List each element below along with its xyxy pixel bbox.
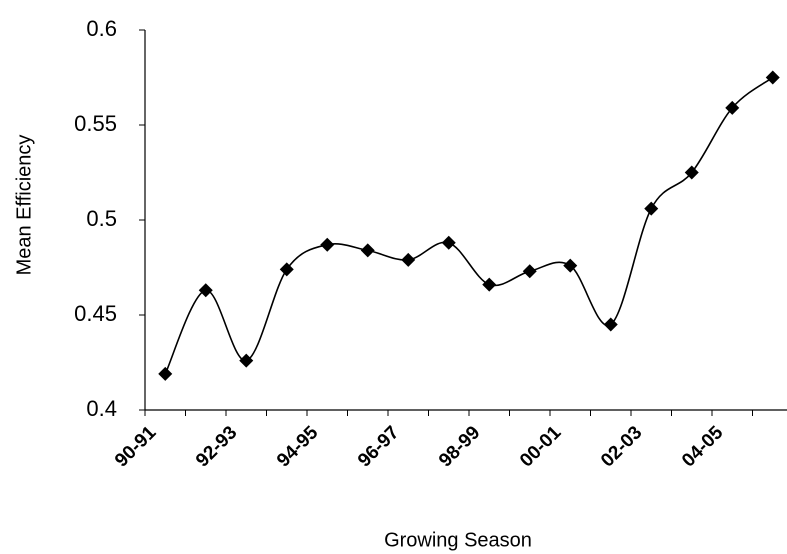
data-point <box>603 317 618 332</box>
data-point <box>158 366 173 381</box>
data-point <box>198 283 213 298</box>
x-tick-label: 96-97 <box>354 422 403 471</box>
data-point <box>563 258 578 273</box>
data-point <box>320 237 335 252</box>
x-tick-label: 94-95 <box>273 422 323 472</box>
y-tick-label: 0.5 <box>86 206 117 231</box>
data-point <box>765 70 780 85</box>
x-tick-label: 00-01 <box>516 422 566 472</box>
x-axis-title: Growing Season <box>384 529 532 551</box>
data-point <box>482 277 497 292</box>
y-tick-label: 0.55 <box>74 111 117 136</box>
x-tick-label: 90-91 <box>111 422 161 472</box>
y-tick-label: 0.45 <box>74 301 117 326</box>
x-tick-label: 04-05 <box>678 422 728 472</box>
x-tick-label: 98-99 <box>435 422 484 471</box>
y-tick-label: 0.4 <box>86 396 117 421</box>
y-tick-label: 0.6 <box>86 16 117 41</box>
data-point <box>684 165 699 180</box>
data-point <box>279 262 294 277</box>
data-point <box>360 243 375 258</box>
data-line <box>164 76 774 375</box>
data-point <box>239 353 254 368</box>
data-point <box>522 264 537 279</box>
x-tick-label: 02-03 <box>597 422 646 471</box>
x-tick-label: 92-93 <box>192 422 241 471</box>
data-point <box>401 252 416 267</box>
y-axis-title: Mean Efficiency <box>13 135 35 276</box>
data-point <box>725 100 740 115</box>
data-point <box>441 235 456 250</box>
data-point <box>644 201 659 216</box>
